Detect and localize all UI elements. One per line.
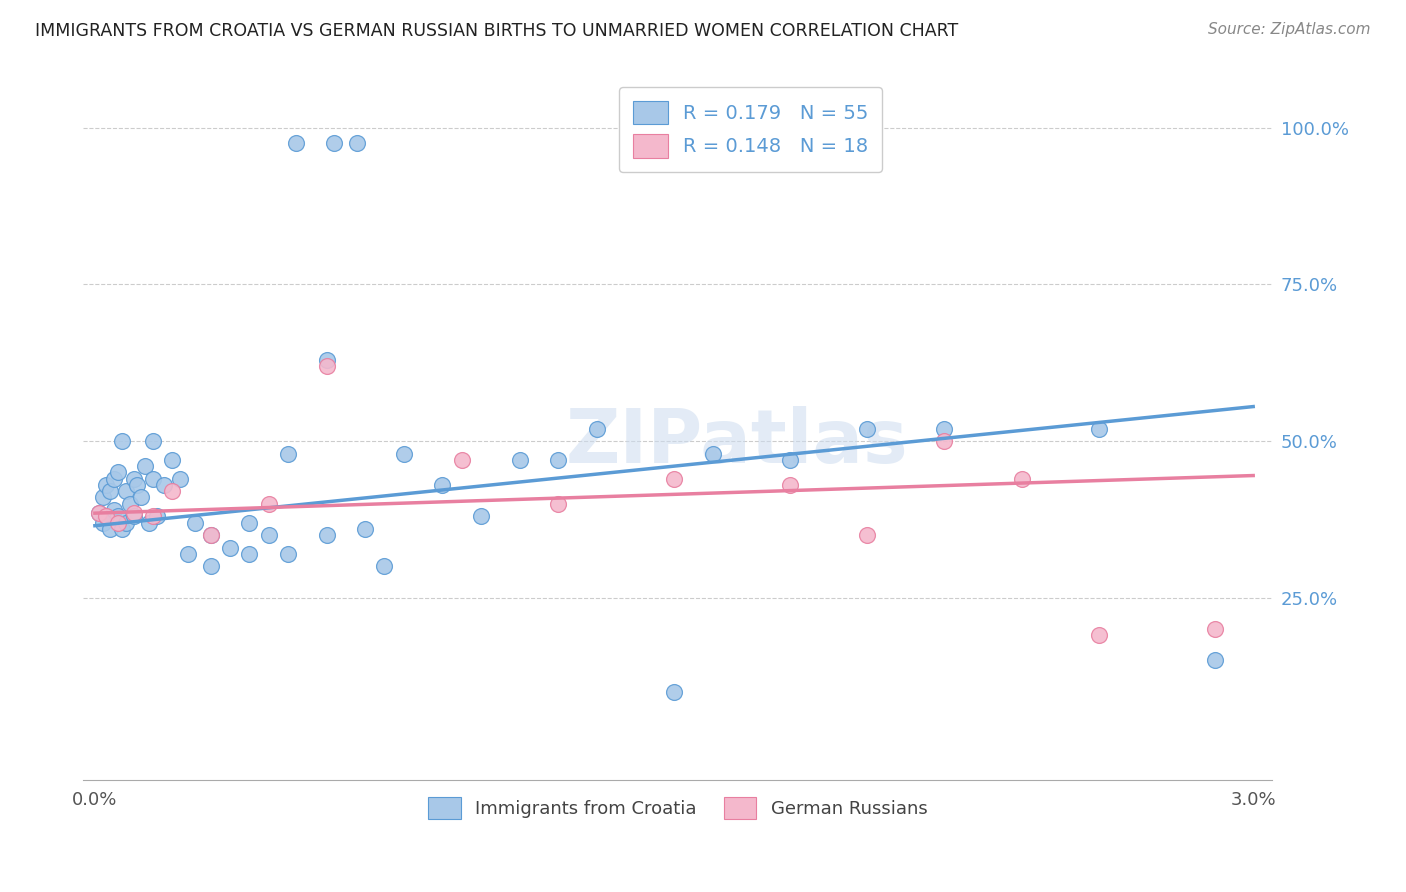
Point <box>87 506 110 520</box>
Point <box>107 516 129 530</box>
Point <box>432 478 454 492</box>
Point <box>160 484 183 499</box>
Point <box>153 478 176 492</box>
Point <box>103 472 125 486</box>
Point <box>257 528 280 542</box>
Point <box>662 685 685 699</box>
Point <box>184 516 207 530</box>
Point <box>1087 421 1109 435</box>
Point <box>277 547 299 561</box>
Point <box>509 453 531 467</box>
Point <box>107 466 129 480</box>
Point <box>98 484 121 499</box>
Point <box>346 136 368 151</box>
Point <box>200 559 222 574</box>
Point <box>1087 628 1109 642</box>
Point <box>138 516 160 530</box>
Point <box>96 478 118 492</box>
Point <box>91 491 114 505</box>
Point <box>98 522 121 536</box>
Point <box>142 472 165 486</box>
Point <box>547 497 569 511</box>
Point <box>111 434 134 448</box>
Point <box>315 528 337 542</box>
Point <box>103 503 125 517</box>
Point <box>934 434 956 448</box>
Point <box>169 472 191 486</box>
Point <box>1011 472 1033 486</box>
Point <box>114 516 136 530</box>
Legend: Immigrants from Croatia, German Russians: Immigrants from Croatia, German Russians <box>413 783 942 834</box>
Point <box>114 484 136 499</box>
Point <box>200 528 222 542</box>
Point <box>238 547 260 561</box>
Point <box>145 509 167 524</box>
Point <box>315 359 337 373</box>
Point <box>702 447 724 461</box>
Text: ZIPatlas: ZIPatlas <box>567 406 908 479</box>
Point <box>134 459 156 474</box>
Point <box>1204 622 1226 636</box>
Point <box>96 509 118 524</box>
Point <box>934 421 956 435</box>
Point <box>87 506 110 520</box>
Point <box>127 478 149 492</box>
Point <box>470 509 492 524</box>
Text: IMMIGRANTS FROM CROATIA VS GERMAN RUSSIAN BIRTHS TO UNMARRIED WOMEN CORRELATION : IMMIGRANTS FROM CROATIA VS GERMAN RUSSIA… <box>35 22 959 40</box>
Point <box>373 559 395 574</box>
Point <box>779 453 801 467</box>
Point <box>142 434 165 448</box>
Point <box>91 516 114 530</box>
Point <box>107 509 129 524</box>
Point <box>547 453 569 467</box>
Point <box>219 541 242 555</box>
Point <box>284 136 307 151</box>
Point <box>450 453 472 467</box>
Point <box>111 522 134 536</box>
Point <box>238 516 260 530</box>
Point <box>122 509 145 524</box>
Point <box>176 547 198 561</box>
Point <box>142 509 165 524</box>
Point <box>118 497 141 511</box>
Point <box>129 491 152 505</box>
Point <box>200 528 222 542</box>
Point <box>160 453 183 467</box>
Point <box>779 478 801 492</box>
Point <box>122 506 145 520</box>
Point <box>1204 653 1226 667</box>
Point <box>585 421 607 435</box>
Point <box>122 472 145 486</box>
Point <box>354 522 377 536</box>
Point <box>315 352 337 367</box>
Point <box>856 528 879 542</box>
Point <box>277 447 299 461</box>
Point <box>323 136 346 151</box>
Text: Source: ZipAtlas.com: Source: ZipAtlas.com <box>1208 22 1371 37</box>
Point <box>392 447 415 461</box>
Point <box>662 472 685 486</box>
Point <box>257 497 280 511</box>
Point <box>856 421 879 435</box>
Point <box>96 509 118 524</box>
